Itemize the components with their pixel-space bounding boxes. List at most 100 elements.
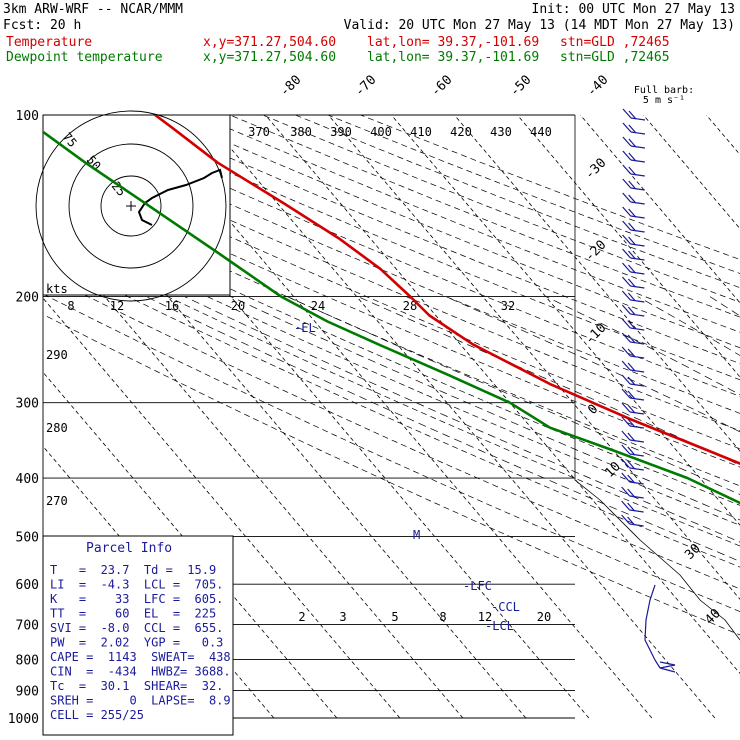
- wind-barb-flag: [621, 458, 631, 469]
- wind-barb: [630, 215, 645, 219]
- isotherm-label: -40: [584, 73, 611, 100]
- isotherm-line: [643, 115, 740, 230]
- wind-barb-flag: [621, 318, 631, 329]
- wind-barb-flag: [627, 348, 636, 358]
- wind-barb: [630, 173, 645, 177]
- wind-barb-flag: [621, 276, 631, 287]
- wind-barb-flag: [622, 136, 632, 147]
- isotherm-line: [391, 115, 740, 526]
- wind-barb-flag: [627, 446, 636, 456]
- xy-coordinate-temp: x,y=371.27,504.60: [203, 35, 336, 50]
- isotherm-line: [43, 223, 464, 719]
- mixing-ratio-label: 8: [439, 610, 446, 624]
- dry-adiabat: [43, 134, 740, 432]
- theta-label: 410: [410, 125, 432, 139]
- dry-adiabat: [43, 166, 740, 468]
- wind-barb-flag: [628, 124, 637, 134]
- wind-barb: [630, 257, 645, 261]
- lfc-marker: -LFC: [463, 579, 492, 593]
- mixing-ratio-label: 2: [298, 610, 305, 624]
- isotherm-line: [202, 115, 716, 719]
- mixing-ratio-label: 20: [537, 610, 551, 624]
- dry-adiabat: [99, 115, 740, 381]
- wind-barb-flag: [627, 432, 636, 442]
- sounding-profiles: [43, 115, 740, 505]
- wind-scale-units: 5 m s⁻¹: [643, 95, 685, 106]
- theta-label: 370: [248, 125, 270, 139]
- wind-barb-flag: [621, 304, 631, 315]
- dry-adiabat: [43, 313, 740, 636]
- mixing-ratio-label: 8: [67, 299, 74, 313]
- wind-barb-flag: [622, 248, 631, 259]
- temperature-profile: [154, 115, 740, 465]
- wind-barb-flag: [621, 332, 631, 343]
- parcel-line: Tc = 30.1 SHEAR= 32.: [50, 679, 223, 693]
- isotherm-line: [517, 115, 740, 378]
- hodograph-ring: [100, 175, 162, 237]
- isotherm-line: [265, 115, 740, 675]
- pressure-tick-label: 100: [16, 109, 39, 124]
- wind-barb: [630, 159, 645, 163]
- parcel-line: SVI = -8.0 CCL = 655.: [50, 621, 223, 635]
- mixing-ratio-label: 28: [403, 299, 417, 313]
- theta-label: 400: [370, 125, 392, 139]
- parcel-line: CELL = 255/25: [50, 708, 144, 722]
- isotherm-label: -60: [428, 73, 455, 100]
- wind-barb-flag: [621, 416, 631, 427]
- hodograph-ring: [35, 110, 227, 302]
- wind-barb-flag: [622, 164, 632, 175]
- dry-adiabat: [43, 293, 740, 612]
- wind-barb-flag: [627, 264, 636, 274]
- xy-coordinate-dew: x,y=371.27,504.60: [203, 50, 336, 65]
- dry-adiabat: [295, 115, 740, 289]
- wind-barb: [629, 523, 644, 527]
- frame-edge: [574, 115, 740, 641]
- moist-adiabat: [286, 296, 740, 495]
- mixing-ratio-label: 16: [165, 299, 179, 313]
- model-title: 3km ARW-WRF -- NCAR/MMM: [3, 2, 183, 17]
- wind-barb-flag: [622, 262, 631, 273]
- parcel-line: SREH = 0 LAPSE= 8.9: [50, 694, 231, 708]
- isotherm-label: -50: [507, 73, 534, 100]
- wind-barb-flag: [627, 502, 636, 512]
- wind-barb: [630, 131, 646, 135]
- wind-barb: [630, 355, 645, 359]
- wind-barb-flag: [621, 430, 631, 441]
- wind-barb-flag: [621, 388, 631, 399]
- wind-barb: [630, 313, 645, 317]
- wind-barb-flag: [621, 472, 631, 483]
- isotherm-line: [580, 115, 740, 304]
- wind-barb: [630, 299, 645, 303]
- wind-barb: [630, 369, 645, 373]
- wind-barb: [629, 411, 645, 415]
- dry-adiabat: [43, 118, 740, 414]
- wind-barb-flag: [628, 180, 637, 190]
- wind-barb-flag: [622, 220, 632, 231]
- valid-time: Valid: 20 UTC Mon 27 May 13 (14 MDT Mon …: [344, 18, 735, 33]
- wind-barb-flag: [622, 206, 632, 217]
- wind-barb-flag: [628, 236, 637, 246]
- theta-e-label: 270: [46, 494, 68, 508]
- wind-barb-flag: [627, 474, 636, 484]
- theta-label: 380: [290, 125, 312, 139]
- hodograph-frame: [42, 114, 231, 296]
- pressure-tick-label: 800: [16, 654, 39, 669]
- moist-adiabat: [357, 296, 740, 466]
- wind-barb: [630, 271, 645, 275]
- parcel-info-panel: Parcel Info T = 23.7 Td = 15.9LI = -4.3 …: [42, 535, 234, 736]
- init-time: Init: 00 UTC Mon 27 May 13: [532, 2, 736, 17]
- wind-barb-flag: [627, 292, 636, 302]
- wind-barb-flag: [627, 362, 636, 372]
- wind-barb-flag: [627, 334, 636, 344]
- isotherm-line: [43, 371, 338, 719]
- parcel-line: CIN = -434 HWBZ= 3688.: [50, 665, 231, 679]
- isotherm-label: 30: [682, 541, 704, 563]
- dry-adiabat: [43, 200, 740, 506]
- wind-barb-flag: [627, 320, 636, 330]
- moist-adiabat: [445, 296, 740, 433]
- mixing-ratio-label: 5: [391, 610, 398, 624]
- pressure-tick-label: 700: [16, 619, 39, 634]
- wind-barb: [630, 201, 645, 205]
- wind-barb-flag: [627, 390, 636, 400]
